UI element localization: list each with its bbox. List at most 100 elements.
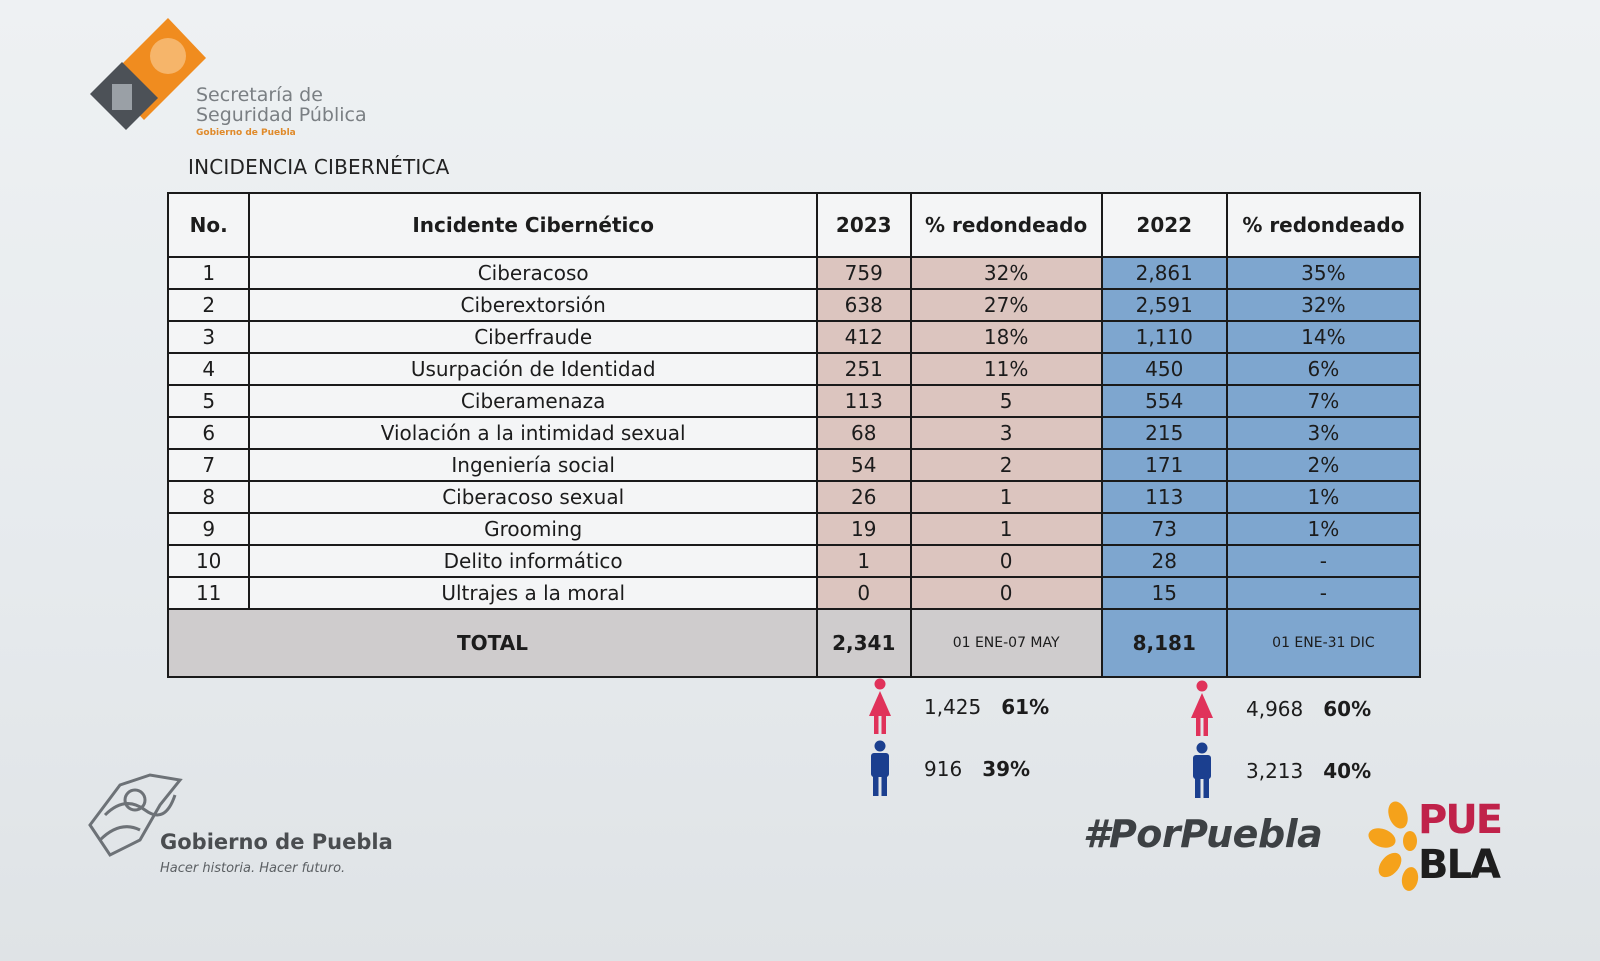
man-icon xyxy=(871,740,889,796)
men-2022-stat: 3,213 40% xyxy=(1188,742,1371,800)
org-subtitle: Gobierno de Puebla xyxy=(196,128,296,138)
puebla-flower-logo-icon xyxy=(1368,801,1419,891)
man-icon xyxy=(1193,742,1211,798)
row-incident: Ciberacoso sexual xyxy=(248,480,818,514)
table-row: 7 Ingeniería social 54 2 171 2% xyxy=(166,448,1422,482)
table-row: 3 Ciberfraude 412 18% 1,110 14% xyxy=(166,320,1422,354)
row-2023: 54 xyxy=(815,448,912,482)
row-no: 3 xyxy=(166,320,251,354)
row-pct-2022: 14% xyxy=(1225,320,1422,354)
row-pct-2022: 6% xyxy=(1225,352,1422,386)
hashtag: #PorPuebla xyxy=(1083,812,1323,856)
row-pct-2023: 5 xyxy=(909,384,1103,418)
row-2023: 1 xyxy=(815,544,912,578)
row-2023: 412 xyxy=(815,320,912,354)
row-pct-2022: - xyxy=(1225,576,1422,610)
row-2022: 113 xyxy=(1100,480,1228,514)
table-row: 10 Delito informático 1 0 28- xyxy=(166,544,1422,578)
women-2022-pct: 60% xyxy=(1323,697,1372,721)
row-pct-2022: 1% xyxy=(1225,512,1422,546)
page-title: INCIDENCIA CIBERNÉTICA xyxy=(188,155,450,179)
row-no: 7 xyxy=(166,448,251,482)
row-2023: 26 xyxy=(815,480,912,514)
row-2023: 113 xyxy=(815,384,912,418)
total-row: TOTAL 2,341 01 ENE-07 MAY 8,181 01 ENE-3… xyxy=(167,608,1422,678)
row-2022: 215 xyxy=(1100,416,1228,450)
row-no: 10 xyxy=(166,544,251,578)
table-row: 8 Ciberacoso sexual 26 1 113 1% xyxy=(166,480,1422,514)
total-2022: 8,181 xyxy=(1100,608,1228,678)
header-pct-2023: % redondeado xyxy=(909,192,1103,258)
row-no: 4 xyxy=(166,352,251,386)
woman-icon xyxy=(1191,680,1213,736)
row-incident: Violación a la intimidad sexual xyxy=(248,416,818,450)
row-no: 5 xyxy=(166,384,251,418)
row-no: 9 xyxy=(166,512,251,546)
header-2022: 2022 xyxy=(1100,192,1228,258)
row-incident: Delito informático xyxy=(248,544,818,578)
brand-word-line1: PUE xyxy=(1418,797,1503,843)
table-row: 6 Violación a la intimidad sexual 68 3 215 3% xyxy=(166,416,1422,450)
header-pct-2022: % redondeado xyxy=(1225,192,1422,258)
women-2023-pct: 61% xyxy=(1001,695,1050,719)
row-pct-2022: 7% xyxy=(1225,384,1422,418)
government-slogan: Hacer historia. Hacer futuro. xyxy=(160,861,346,876)
row-no: 1 xyxy=(166,256,251,290)
men-2022-count: 3,213 xyxy=(1246,759,1304,783)
org-name-line1: Secretaría de xyxy=(196,84,323,106)
period-2023: 01 ENE-07 MAY xyxy=(909,608,1103,678)
row-2022: 1,110 xyxy=(1100,320,1228,354)
row-pct-2023: 0 xyxy=(909,544,1103,578)
men-2023-stat: 916 39% xyxy=(866,740,1030,798)
table-row: 5 Ciberamenaza 113 5 554 7% xyxy=(166,384,1422,418)
row-pct-2023: 32% xyxy=(909,256,1103,290)
row-incident: Ultrajes a la moral xyxy=(248,576,818,610)
table-header-row: No. Incidente Cibernético 2023 % redonde… xyxy=(166,192,1422,258)
row-pct-2022: 2% xyxy=(1225,448,1422,482)
row-incident: Ciberacoso xyxy=(248,256,818,290)
row-2023: 19 xyxy=(815,512,912,546)
header-no: No. xyxy=(166,192,251,258)
row-pct-2023: 3 xyxy=(909,416,1103,450)
row-pct-2022: 1% xyxy=(1225,480,1422,514)
table-row: 2 Ciberextorsión 638 27% 2,591 32% xyxy=(166,288,1422,322)
row-pct-2023: 11% xyxy=(909,352,1103,386)
table-row: 1 Ciberacoso 759 32% 2,861 35% xyxy=(166,256,1422,290)
woman-icon xyxy=(869,678,891,734)
men-2023-pct: 39% xyxy=(982,757,1031,781)
men-2022-pct: 40% xyxy=(1323,759,1372,783)
row-2023: 68 xyxy=(815,416,912,450)
row-2023: 0 xyxy=(815,576,912,610)
org-name-line2: Seguridad Pública xyxy=(196,104,367,126)
ssp-logo: Secretaría de Seguridad Pública Gobierno… xyxy=(86,18,386,143)
row-2022: 28 xyxy=(1100,544,1228,578)
period-2022: 01 ENE-31 DIC xyxy=(1225,608,1422,678)
row-pct-2022: 3% xyxy=(1225,416,1422,450)
row-pct-2022: 32% xyxy=(1225,288,1422,322)
women-2022-count: 4,968 xyxy=(1246,697,1304,721)
women-2023-count: 1,425 xyxy=(924,695,982,719)
total-2023: 2,341 xyxy=(815,608,912,678)
row-2022: 171 xyxy=(1100,448,1228,482)
row-pct-2022: - xyxy=(1225,544,1422,578)
row-no: 2 xyxy=(166,288,251,322)
row-no: 8 xyxy=(166,480,251,514)
ssp-diamond-logo-icon xyxy=(90,18,206,130)
total-label: TOTAL xyxy=(167,608,818,678)
table-row: 4 Usurpación de Identidad 251 11% 450 6% xyxy=(166,352,1422,386)
row-pct-2023: 2 xyxy=(909,448,1103,482)
row-2023: 251 xyxy=(815,352,912,386)
row-2023: 759 xyxy=(815,256,912,290)
row-incident: Ciberamenaza xyxy=(248,384,818,418)
brand-word-line2: BLA xyxy=(1418,842,1501,888)
row-pct-2023: 0 xyxy=(909,576,1103,610)
row-pct-2022: 35% xyxy=(1225,256,1422,290)
row-2022: 450 xyxy=(1100,352,1228,386)
row-incident: Ingeniería social xyxy=(248,448,818,482)
row-pct-2023: 27% xyxy=(909,288,1103,322)
gobierno-puebla-logo-icon xyxy=(88,773,183,857)
row-incident: Ciberfraude xyxy=(248,320,818,354)
government-name: Gobierno de Puebla xyxy=(160,830,393,854)
women-2023-stat: 1,425 61% xyxy=(866,678,1049,736)
